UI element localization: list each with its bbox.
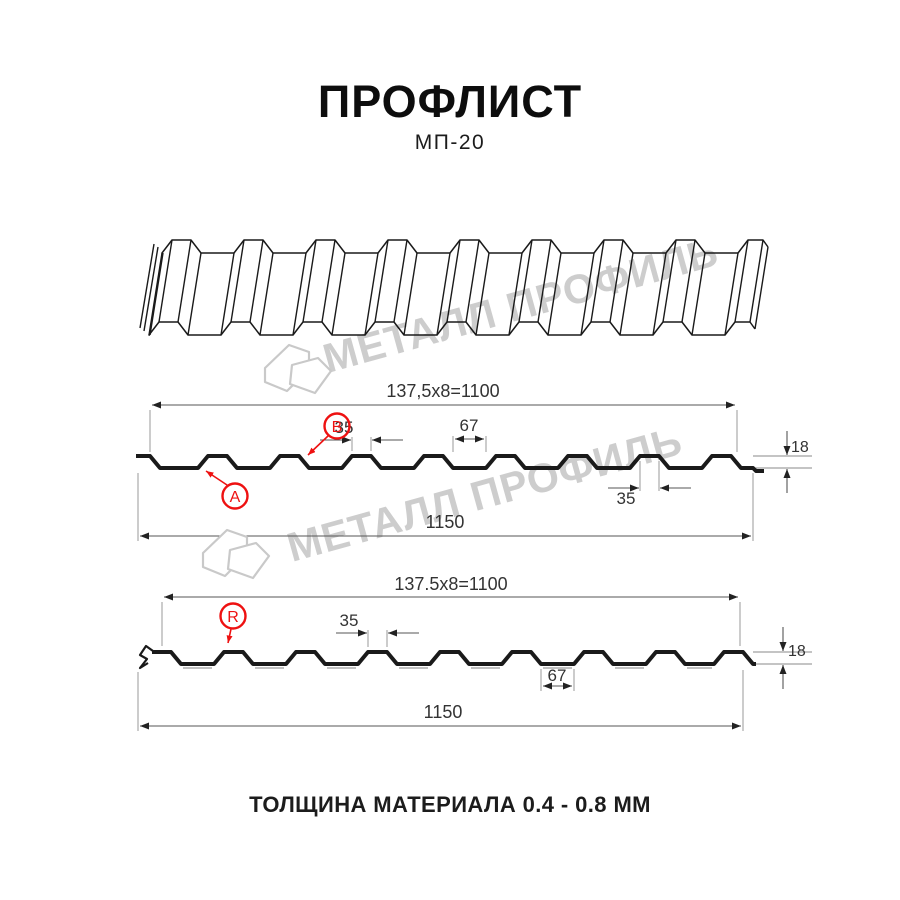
profile-outline-bottom-view: [138, 644, 756, 670]
profile-outline-top-view: [136, 454, 764, 473]
profile-3d-view: МЕТАЛЛ ПРОФИЛЬ: [139, 228, 769, 382]
page-title: ПРОФЛИСТ: [317, 76, 583, 127]
leader-line-a: [205, 470, 228, 486]
dim-rib-top-label-2: 35: [617, 489, 636, 508]
dim-height-label: 18: [788, 643, 806, 660]
label-a: A: [230, 489, 241, 506]
logo-shape: [226, 541, 271, 580]
cross-section-top: 137,5x8=1100 35 67 B A 18: [136, 381, 812, 541]
product-code-subtitle: МП-20: [414, 131, 486, 154]
sheet-outlines: [139, 239, 769, 336]
label-b: B: [332, 419, 343, 436]
cross-section-bottom: 137.5x8=1100 R 35 18 67: [137, 574, 812, 731]
dim-flange-label: 67: [460, 416, 479, 435]
dim-pitch-label: 137.5x8=1100: [394, 574, 507, 594]
label-circle-a: [221, 482, 249, 510]
dim-overall-label: 1150: [426, 512, 465, 532]
brand-logo-2: [201, 528, 271, 580]
dim-flange-label: 67: [548, 666, 567, 685]
label-circle-b: [323, 412, 351, 440]
label-circle-r: [219, 602, 247, 630]
logo-shape: [288, 356, 333, 395]
brand-logo-1: [263, 343, 333, 395]
dim-rib-top-label: 35: [340, 611, 359, 630]
dim-overall-label: 1150: [424, 702, 463, 722]
leader-line-r: [226, 628, 233, 644]
thickness-note: ТОЛЩИНА МАТЕРИАЛА 0.4 - 0.8 ММ: [249, 792, 651, 817]
label-r: R: [227, 609, 239, 626]
dim-height-label: 18: [791, 439, 809, 456]
leader-line-b: [307, 435, 329, 456]
dim-pitch-label: 137,5x8=1100: [386, 381, 499, 401]
